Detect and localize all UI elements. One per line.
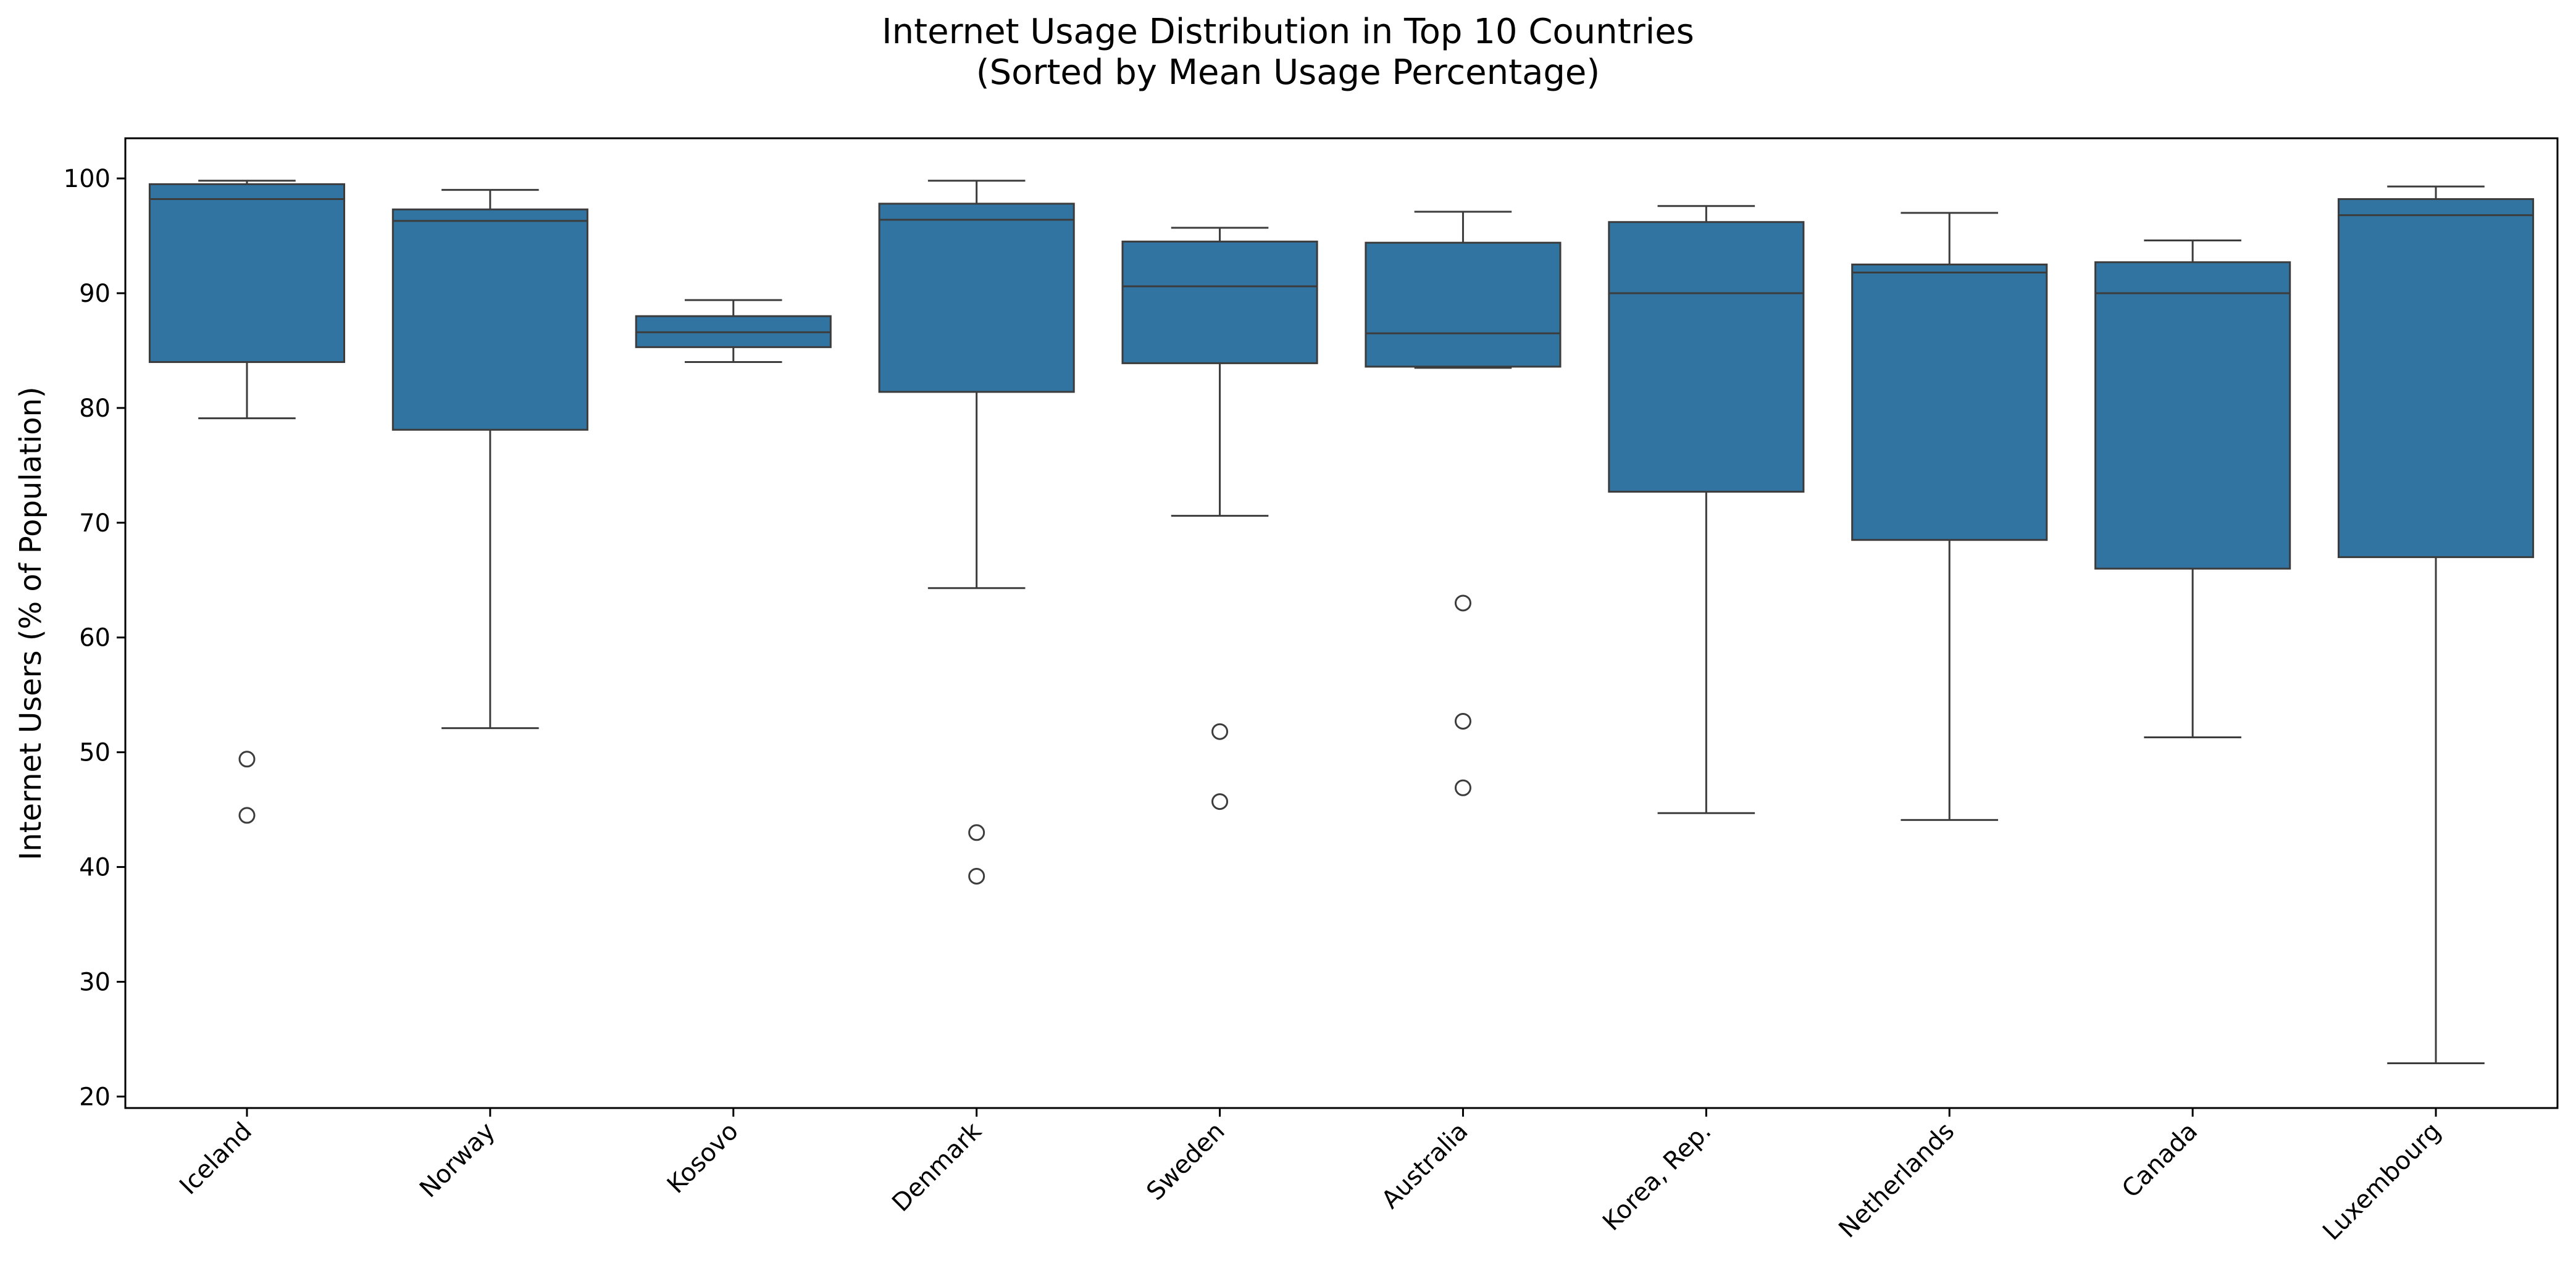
box-iceland [148, 183, 346, 364]
y-tick-label: 100 [64, 165, 111, 193]
box-denmark [878, 202, 1075, 393]
y-tick-label: 90 [79, 280, 111, 308]
y-tick-label: 60 [79, 624, 111, 652]
outlier-iceland [238, 751, 256, 768]
y-tick-label: 80 [79, 394, 111, 423]
outlier-denmark [968, 867, 985, 885]
outlier-sweden [1211, 723, 1229, 740]
outlier-sweden [1211, 793, 1229, 810]
plot-frame [124, 137, 2559, 1109]
y-axis-label: Internet Users (% of Population) [14, 386, 48, 860]
outlier-iceland [238, 807, 256, 824]
outlier-australia [1454, 594, 1471, 612]
y-tick-label: 50 [79, 739, 111, 767]
box-korea-rep [1608, 221, 1805, 493]
y-tick-label: 30 [79, 968, 111, 996]
box-australia [1365, 241, 1562, 368]
outlier-australia [1454, 779, 1471, 796]
chart-title-line-2: (Sorted by Mean Usage Percentage) [976, 52, 1600, 93]
box-sweden [1121, 240, 1318, 364]
box-canada [2094, 261, 2291, 570]
outlier-denmark [968, 824, 985, 841]
y-tick-label: 20 [79, 1083, 111, 1111]
box-netherlands [1851, 264, 2048, 541]
chart-title-line-1: Internet Usage Distribution in Top 10 Co… [882, 12, 1694, 52]
box-norway [391, 208, 588, 431]
outlier-australia [1454, 712, 1471, 730]
box-luxembourg [2337, 198, 2535, 559]
y-tick-label: 70 [79, 509, 111, 538]
y-tick-label: 40 [79, 854, 111, 882]
